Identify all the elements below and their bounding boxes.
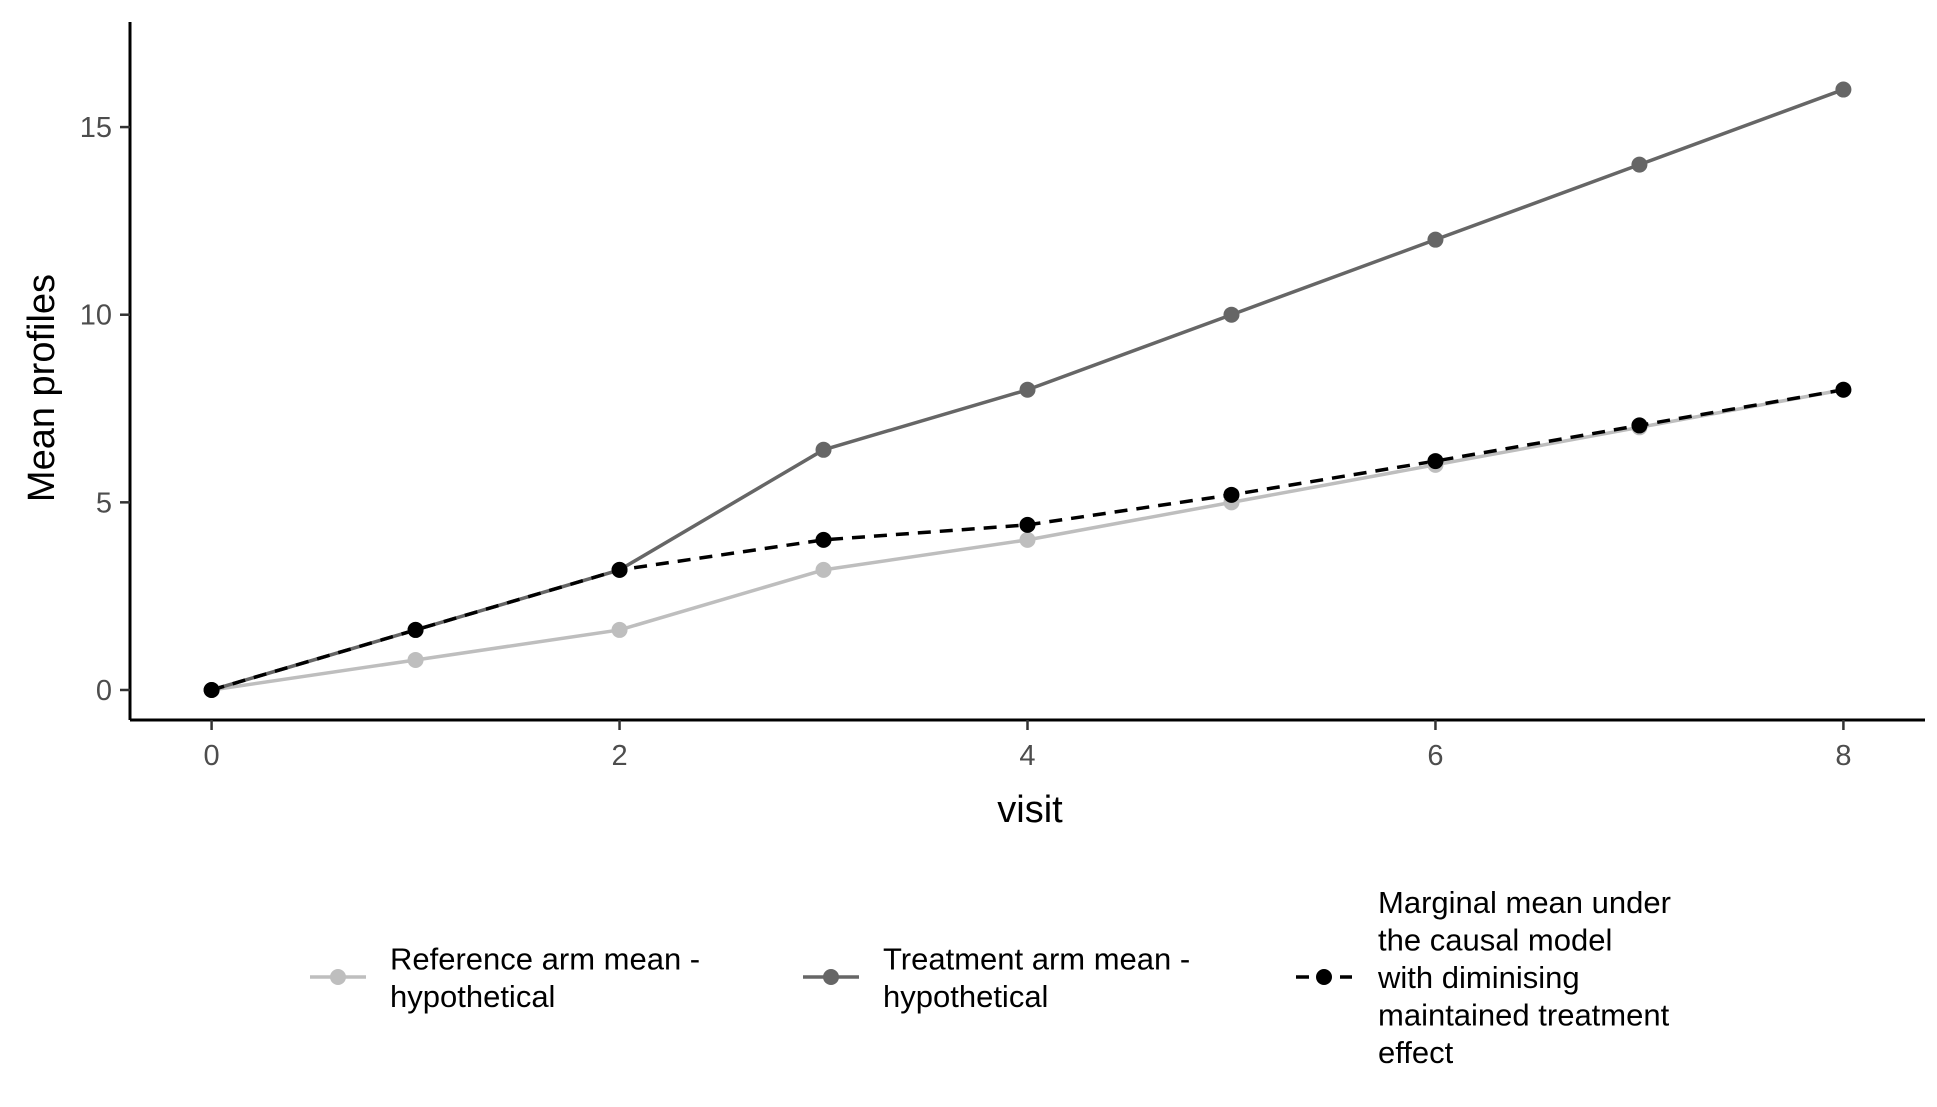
y-tick-label: 10 <box>80 300 112 332</box>
data-point-marginal <box>203 681 220 698</box>
data-point-treatment <box>815 441 832 458</box>
y-axis-title: Mean profiles <box>21 274 63 502</box>
data-point-reference <box>815 561 832 578</box>
legend-label-treatment: hypothetical <box>883 979 1048 1014</box>
data-point-marginal <box>1631 417 1648 434</box>
data-point-reference <box>407 651 424 668</box>
y-tick-label: 0 <box>96 675 112 707</box>
x-tick-label: 2 <box>611 740 627 772</box>
legend-label-marginal: the causal model <box>1378 923 1612 958</box>
data-point-marginal <box>1019 516 1036 533</box>
data-point-marginal <box>1835 381 1852 398</box>
data-point-reference <box>611 621 628 638</box>
x-tick-label: 8 <box>1835 740 1851 772</box>
legend-label-marginal: with diminising <box>1377 960 1580 995</box>
legend: Reference arm mean -hypotheticalTreatmen… <box>310 885 1671 1070</box>
x-axis-title: visit <box>997 789 1063 831</box>
x-tick-label: 4 <box>1019 740 1035 772</box>
axes: 0 2 4 6 8 0 5 10 15 <box>80 22 1925 772</box>
legend-label-treatment: Treatment arm mean - <box>883 941 1190 976</box>
data-point-reference <box>1019 531 1036 548</box>
legend-key-point-marginal <box>1316 969 1332 985</box>
legend-label-reference: hypothetical <box>390 979 555 1014</box>
data-point-treatment <box>1631 156 1648 173</box>
data-point-marginal <box>1223 486 1240 503</box>
data-point-marginal <box>407 621 424 638</box>
data-point-marginal <box>611 561 628 578</box>
data-point-treatment <box>1223 306 1240 323</box>
data-point-treatment <box>1835 81 1852 98</box>
data-point-marginal <box>1427 453 1444 470</box>
data-point-treatment <box>1427 231 1444 248</box>
legend-label-marginal: Marginal mean under <box>1378 885 1671 920</box>
legend-label-reference: Reference arm mean - <box>390 941 700 976</box>
plot-area <box>203 81 1852 698</box>
legend-key-point-reference <box>330 969 346 985</box>
legend-key-point-treatment <box>823 969 839 985</box>
y-tick-label: 5 <box>96 487 112 519</box>
y-tick-label: 15 <box>80 112 112 144</box>
legend-label-marginal: maintained treatment <box>1378 998 1670 1033</box>
series-line-marginal <box>211 388 1844 692</box>
x-tick-label: 6 <box>1427 740 1443 772</box>
x-tick-label: 0 <box>204 740 220 772</box>
legend-label-marginal: effect <box>1378 1035 1454 1070</box>
data-point-treatment <box>1019 381 1036 398</box>
data-point-marginal <box>815 531 832 548</box>
